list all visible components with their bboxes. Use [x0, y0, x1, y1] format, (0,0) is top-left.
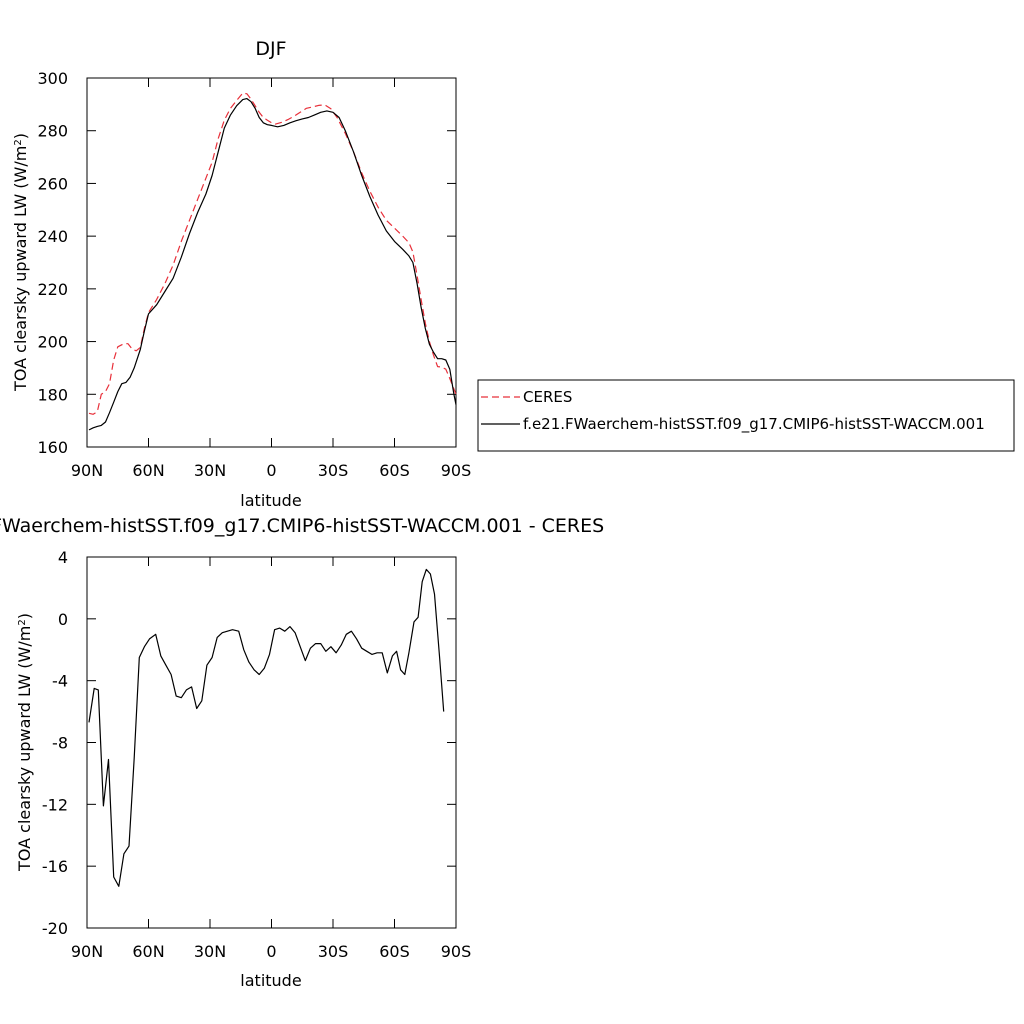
bottom-y-axis-title: TOA clearsky upward LW (W/m2)	[15, 613, 34, 872]
bottom-y-axis-title-sup: 2	[17, 619, 28, 625]
top-x-tick-label: 0	[266, 461, 276, 480]
bottom-plot-frame	[86, 556, 457, 929]
top-y-axis-title-main: TOA clearsky upward LW (W/m	[11, 146, 30, 392]
top-x-tick-label: 30N	[194, 461, 226, 480]
top-y-tick-label: 300	[37, 69, 68, 88]
top-x-axis-title: latitude	[240, 491, 301, 510]
top-y-axis-title: TOA clearsky upward LW (W/m2)	[11, 133, 30, 392]
top-y-tick-label: 200	[37, 333, 68, 352]
legend: CERES f.e21.FWaerchem-histSST.f09_g17.CM…	[477, 379, 1015, 452]
bottom-chart-title: f.e21.FWaerchem-histSST.f09_g17.CMIP6-hi…	[0, 515, 604, 537]
bottom-x-tick-label: 60S	[379, 942, 410, 961]
bottom-panel: f.e21.FWaerchem-histSST.f09_g17.CMIP6-hi…	[0, 515, 604, 990]
bottom-y-tick-label: 4	[58, 548, 68, 567]
top-y-axis-title-end: )	[11, 133, 30, 139]
bottom-x-tick-label: 90N	[71, 942, 103, 961]
top-x-tick-label: 90S	[441, 461, 472, 480]
bottom-x-tick-label: 90S	[441, 942, 472, 961]
legend-box	[477, 379, 1015, 452]
legend-label-model: f.e21.FWaerchem-histSST.f09_g17.CMIP6-hi…	[523, 415, 985, 434]
top-y-tick-label: 240	[37, 227, 68, 246]
top-y-tick-label: 180	[37, 385, 68, 404]
top-y-tick-label: 280	[37, 122, 68, 141]
top-chart-title: DJF	[255, 38, 286, 60]
top-x-tick-label: 60S	[379, 461, 410, 480]
bottom-x-tick-label: 30N	[194, 942, 226, 961]
bottom-y-tick-label: -20	[42, 919, 68, 938]
bottom-x-axis-title: latitude	[240, 971, 301, 990]
top-panel: DJF 90N 60N 30N 0 30S 60S 90S 160 180 200 220 240 26…	[11, 38, 471, 510]
top-plot-frame	[86, 77, 457, 448]
bottom-series-line-model	[88, 568, 445, 887]
top-y-tick-label: 220	[37, 280, 68, 299]
bottom-y-axis-title-end: )	[15, 613, 34, 619]
top-y-tick-label: 160	[37, 438, 68, 457]
bottom-x-tick-label: 0	[266, 942, 276, 961]
bottom-y-tick-label: -4	[52, 672, 68, 691]
bottom-y-tick-label: -12	[42, 795, 68, 814]
bottom-y-axis-title-main: TOA clearsky upward LW (W/m	[15, 626, 34, 872]
top-y-axis-title-sup: 2	[13, 139, 24, 145]
bottom-y-tick-label: 0	[58, 610, 68, 629]
top-series-line-ceres	[88, 92, 457, 415]
bottom-y-tick-label: -8	[52, 734, 68, 753]
bottom-x-tick-label: 30S	[318, 942, 349, 961]
bottom-y-tick-label: -16	[42, 857, 68, 876]
top-x-tick-label: 60N	[132, 461, 164, 480]
top-x-tick-label: 30S	[318, 461, 349, 480]
bottom-x-tick-label: 60N	[132, 942, 164, 961]
top-x-tick-label: 90N	[71, 461, 103, 480]
legend-label-ceres: CERES	[523, 388, 572, 406]
top-series-line-model	[88, 98, 457, 431]
top-y-tick-label: 260	[37, 174, 68, 193]
